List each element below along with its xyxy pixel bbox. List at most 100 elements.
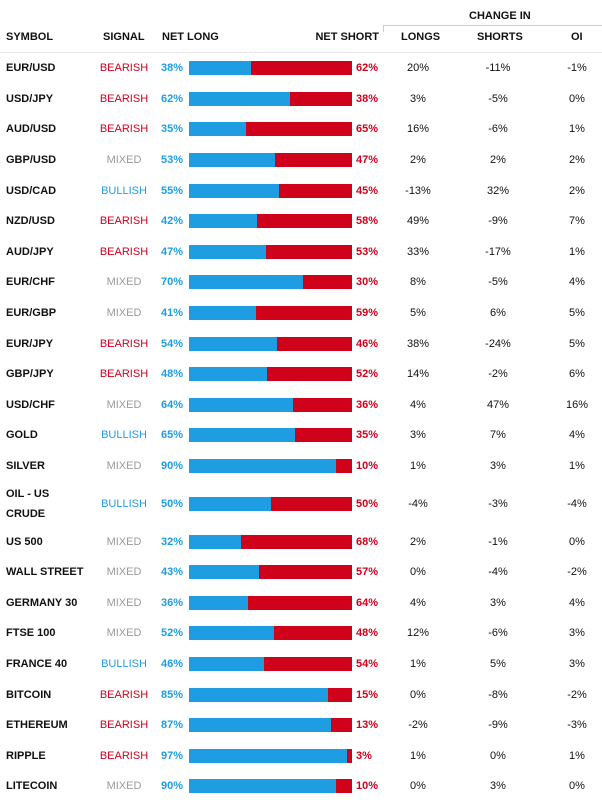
- symbol-name[interactable]: EUR/CHF: [6, 276, 55, 289]
- change-oi: 1%: [569, 749, 585, 762]
- net-short-percent: 52%: [356, 368, 379, 381]
- table-row[interactable]: EUR/GBP MIXED 41% 59% 5% 6% 5%: [0, 298, 602, 329]
- symbol-name[interactable]: FRANCE 40: [6, 657, 68, 670]
- table-row[interactable]: EUR/JPY BEARISH 54% 46% 38% -24% 5%: [0, 328, 602, 359]
- symbol-name[interactable]: USD/JPY: [6, 92, 54, 105]
- sentiment-bar: [189, 367, 352, 382]
- table-row[interactable]: OIL - US CRUDE BULLISH 50% 50% -4% -3% -4%: [0, 481, 602, 526]
- symbol-name[interactable]: RIPPLE: [6, 749, 46, 762]
- table-row[interactable]: FTSE 100 MIXED 52% 48% 12% -6% 3%: [0, 618, 602, 649]
- signal-label: BULLISH: [101, 657, 147, 670]
- table-row[interactable]: AUD/USD BEARISH 35% 65% 16% -6% 1%: [0, 114, 602, 145]
- sentiment-bar: [189, 336, 352, 351]
- col-net-long[interactable]: NET LONG: [162, 31, 219, 43]
- change-oi: 16%: [565, 398, 589, 411]
- symbol-name[interactable]: AUD/JPY: [6, 245, 54, 258]
- table-row[interactable]: ETHEREUM BEARISH 87% 13% -2% -9% -3%: [0, 710, 602, 741]
- table-row[interactable]: BITCOIN BEARISH 85% 15% 0% -8% -2%: [0, 679, 602, 710]
- symbol-name[interactable]: ETHEREUM: [6, 719, 68, 732]
- table-row[interactable]: EUR/USD BEARISH 38% 62% 20% -11% -1%: [0, 53, 602, 84]
- net-long-fill: [189, 367, 268, 382]
- symbol-name[interactable]: LITECOIN: [6, 780, 58, 793]
- symbol-name[interactable]: OIL - US CRUDE: [6, 487, 50, 520]
- symbol-name[interactable]: FTSE 100: [6, 627, 56, 640]
- table-row[interactable]: US 500 MIXED 32% 68% 2% -1% 0%: [0, 526, 602, 557]
- table-row[interactable]: GERMANY 30 MIXED 36% 64% 4% 3% 4%: [0, 588, 602, 619]
- table-row[interactable]: GOLD BULLISH 65% 35% 3% 7% 4%: [0, 420, 602, 451]
- symbol-name[interactable]: NZD/USD: [6, 215, 55, 228]
- signal-label: MIXED: [106, 627, 142, 640]
- col-longs[interactable]: LONGS: [401, 31, 441, 43]
- net-short-percent: 10%: [356, 460, 379, 473]
- net-short-percent: 38%: [356, 92, 379, 105]
- symbol-name[interactable]: US 500: [6, 535, 43, 548]
- signal-label: MIXED: [106, 307, 142, 320]
- sentiment-bar: [189, 718, 352, 733]
- symbol-name[interactable]: USD/CHF: [6, 398, 55, 411]
- symbol-name[interactable]: EUR/GBP: [6, 307, 57, 320]
- net-long-fill: [189, 687, 328, 702]
- change-longs: -13%: [405, 184, 431, 197]
- change-longs: 2%: [410, 535, 426, 548]
- net-long-fill: [189, 534, 242, 549]
- table-row[interactable]: USD/JPY BEARISH 62% 38% 3% -5% 0%: [0, 84, 602, 115]
- table-row[interactable]: WALL STREET MIXED 43% 57% 0% -4% -2%: [0, 557, 602, 588]
- net-short-percent: 65%: [356, 123, 379, 136]
- symbol-name[interactable]: GERMANY 30: [6, 596, 78, 609]
- col-signal[interactable]: SIGNAL: [103, 31, 145, 43]
- net-long-fill: [189, 244, 266, 259]
- net-long-percent: 85%: [160, 688, 183, 701]
- net-long-percent: 47%: [160, 245, 183, 258]
- net-short-percent: 68%: [356, 535, 379, 548]
- change-longs: 3%: [410, 429, 426, 442]
- change-shorts: 32%: [486, 184, 510, 197]
- signal-label: BEARISH: [99, 92, 149, 105]
- symbol-name[interactable]: GBP/USD: [6, 154, 57, 167]
- table-row[interactable]: NZD/USD BEARISH 42% 58% 49% -9% 7%: [0, 206, 602, 237]
- change-oi: -1%: [567, 62, 587, 75]
- table-row[interactable]: USD/CAD BULLISH 55% 45% -13% 32% 2%: [0, 175, 602, 206]
- change-longs: 4%: [410, 596, 426, 609]
- table-row[interactable]: USD/CHF MIXED 64% 36% 4% 47% 16%: [0, 390, 602, 421]
- net-long-fill: [189, 214, 258, 229]
- table-row[interactable]: FRANCE 40 BULLISH 46% 54% 1% 5% 3%: [0, 649, 602, 680]
- change-in-divider: [383, 25, 602, 32]
- symbol-name[interactable]: WALL STREET: [6, 566, 84, 579]
- col-symbol[interactable]: SYMBOL: [6, 31, 54, 43]
- table-row[interactable]: LITECOIN MIXED 90% 10% 0% 3% 0%: [0, 771, 602, 802]
- symbol-name[interactable]: GOLD: [6, 429, 38, 442]
- change-longs: 20%: [406, 62, 430, 75]
- symbol-name[interactable]: EUR/JPY: [6, 337, 54, 350]
- net-short-percent: 47%: [356, 154, 379, 167]
- sentiment-bar: [189, 183, 352, 198]
- table-row[interactable]: RIPPLE BEARISH 97% 3% 1% 0% 1%: [0, 740, 602, 771]
- net-long-fill: [189, 122, 247, 137]
- symbol-name[interactable]: GBP/JPY: [6, 368, 54, 381]
- symbol-name[interactable]: USD/CAD: [6, 184, 57, 197]
- signal-label: BEARISH: [99, 749, 149, 762]
- change-shorts: -8%: [488, 688, 508, 701]
- net-long-fill: [189, 656, 264, 671]
- sentiment-bar: [189, 687, 352, 702]
- symbol-name[interactable]: EUR/USD: [6, 62, 56, 75]
- net-long-percent: 50%: [160, 497, 183, 510]
- change-oi: 1%: [569, 245, 585, 258]
- table-row[interactable]: GBP/USD MIXED 53% 47% 2% 2% 2%: [0, 145, 602, 176]
- table-row[interactable]: SILVER MIXED 90% 10% 1% 3% 1%: [0, 451, 602, 482]
- table-row[interactable]: GBP/JPY BEARISH 48% 52% 14% -2% 6%: [0, 359, 602, 390]
- symbol-name[interactable]: SILVER: [6, 460, 45, 473]
- change-shorts: 3%: [490, 780, 506, 793]
- symbol-name[interactable]: BITCOIN: [6, 688, 52, 701]
- col-shorts[interactable]: SHORTS: [477, 31, 523, 43]
- table-row[interactable]: EUR/CHF MIXED 70% 30% 8% -5% 4%: [0, 267, 602, 298]
- change-longs: 12%: [406, 627, 430, 640]
- signal-label: MIXED: [106, 780, 142, 793]
- net-long-percent: 97%: [160, 749, 183, 762]
- table-row[interactable]: AUD/JPY BEARISH 47% 53% 33% -17% 1%: [0, 237, 602, 268]
- net-long-fill: [189, 306, 256, 321]
- symbol-name[interactable]: AUD/USD: [6, 123, 57, 136]
- net-long-percent: 38%: [160, 62, 183, 75]
- col-oi[interactable]: OI: [571, 31, 583, 43]
- change-oi: 4%: [569, 596, 585, 609]
- col-net-short[interactable]: NET SHORT: [315, 31, 379, 43]
